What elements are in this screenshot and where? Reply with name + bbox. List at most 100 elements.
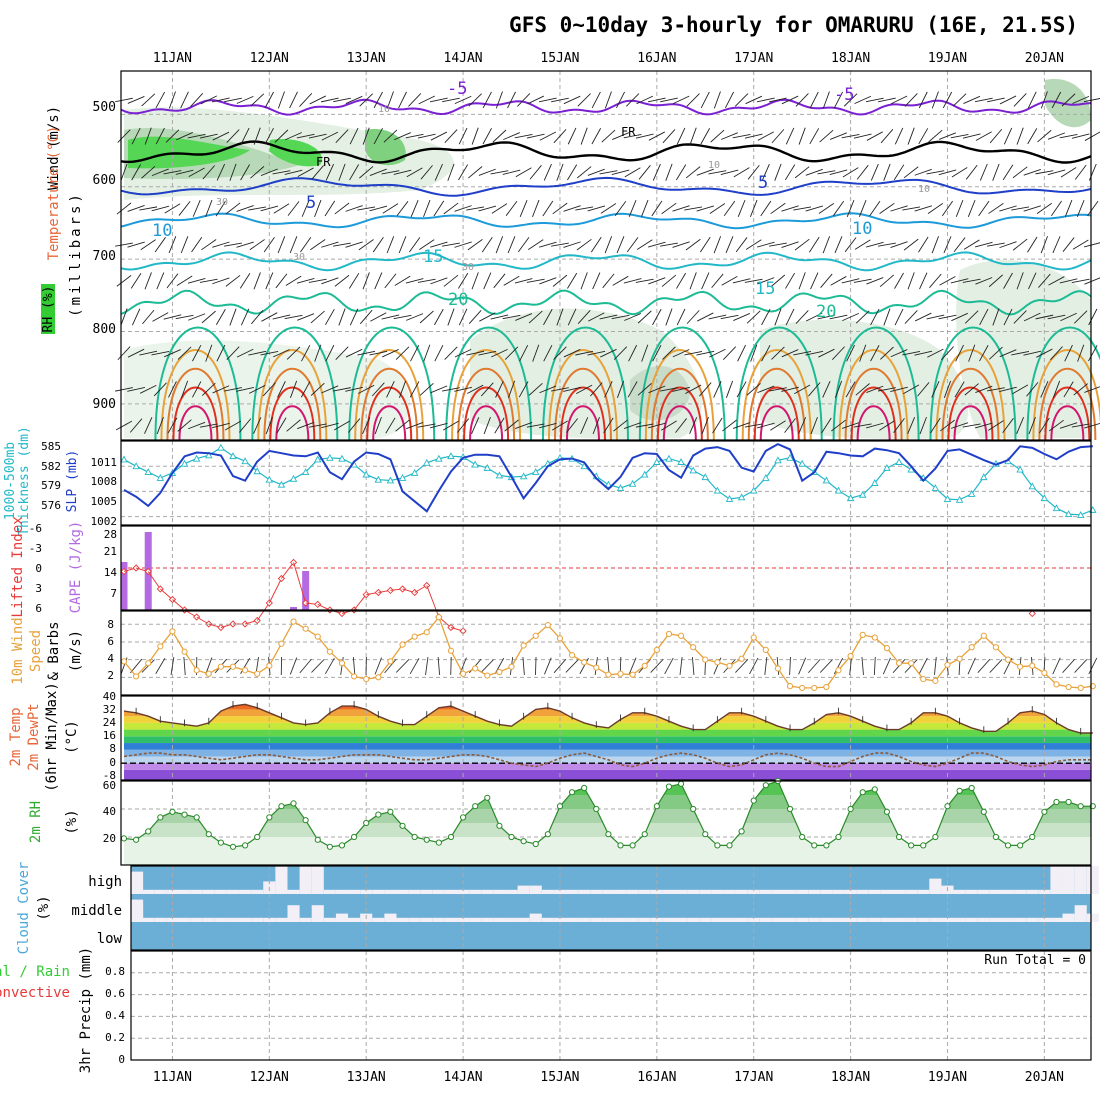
upper-wind-barb [468, 166, 483, 179]
upper-wind-barb [374, 272, 383, 290]
cloud-cover-gap [989, 917, 1002, 922]
rh2m-point [326, 843, 333, 850]
temp2m-line [123, 703, 1093, 734]
upper-wind-barb [273, 203, 290, 214]
rh2m-point [968, 784, 975, 792]
upper-wind-barb [914, 168, 932, 176]
upper-wind-barb [333, 420, 351, 431]
stability-axis: -6 -3 0 3 6 28 21 14 7 [29, 522, 118, 615]
wind10m-tick: 2 [107, 669, 114, 682]
upper-wind-barb [205, 344, 213, 362]
upper-wind-barb [713, 236, 722, 254]
upper-wind-barb [1052, 236, 1061, 254]
upper-wind-barb [858, 199, 867, 217]
upper-wind-barb [942, 91, 953, 109]
upper-wind-barb [798, 272, 806, 290]
surface-isotherm [662, 405, 697, 441]
thickness-frame [120, 440, 1092, 526]
upper-wind-barb [710, 129, 725, 143]
upper-wind-barb [297, 421, 315, 430]
upper-wind-barb [965, 164, 978, 180]
surface-isotherm [844, 367, 903, 441]
upper-wind-barb [701, 272, 710, 290]
upper-wind-barb [272, 314, 291, 320]
upper-wind-barb [1071, 133, 1090, 139]
upper-wind-barb [386, 91, 394, 109]
surface-isotherm [856, 405, 891, 441]
upper-wind-barb [590, 236, 602, 253]
upper-wind-barb [761, 308, 771, 326]
upper-wind-barb [904, 93, 918, 107]
cloud-cover-gap [783, 917, 797, 922]
wind10m-speed-point [205, 670, 212, 677]
upper-wind-barb [611, 314, 630, 320]
upper-wind-barb [187, 278, 206, 284]
date-tick-top: 16JAN [637, 51, 676, 66]
thickness-point [253, 467, 261, 475]
upper-wind-barb [502, 314, 521, 320]
upper-wind-barb [296, 133, 315, 139]
upper-wind-barb [503, 275, 520, 286]
upper-wind-barb [417, 423, 436, 428]
cloud-cover-gap [372, 917, 385, 922]
cloud-cover-gap [675, 889, 688, 894]
upper-wind-barb [943, 380, 952, 398]
wind10m-speed-point [242, 667, 249, 674]
cloud-grid [171, 866, 1045, 950]
upper-wind-barb [784, 164, 796, 181]
upper-wind-barb [575, 350, 594, 356]
wind10m-speed-point [532, 632, 539, 639]
upper-wind-barb [829, 169, 848, 176]
upper-wind-barb [301, 200, 310, 217]
upper-wind-barb [636, 239, 653, 250]
upper-wind-barb [176, 132, 193, 141]
wind10m-speed-point [254, 670, 261, 677]
cloud-cover-gap [1001, 917, 1015, 922]
surface-isotherm [1050, 405, 1085, 441]
upper-wind-barb [518, 381, 529, 398]
upper-wind-barb [661, 420, 677, 431]
thickness-point [229, 452, 237, 460]
thickness-point [326, 453, 334, 461]
cloud-cover-gap [1062, 866, 1075, 894]
upper-wind-barb [903, 238, 919, 251]
upper-wind-barb [785, 308, 795, 326]
upper-wind-barb [457, 418, 470, 433]
upper-wind-barb [616, 236, 625, 254]
upper-wind-barb [539, 422, 557, 429]
upper-wind-barb [517, 93, 531, 107]
cloud-cover-bars [131, 866, 1099, 922]
cloud-cover-gap [590, 917, 603, 922]
slp-tick: 1002 [91, 515, 118, 528]
precip-tick: 0.2 [105, 1031, 125, 1044]
upper-wind-barb [865, 97, 884, 103]
upper-wind-barb [468, 93, 482, 107]
upper-wind-barb [769, 97, 787, 103]
upper-wind-barb [975, 131, 992, 141]
cloud-cover-gap [844, 917, 857, 922]
upper-wind-barb [517, 237, 530, 253]
upper-wind-barb [359, 309, 373, 325]
upper-wind-barb [164, 203, 181, 214]
upper-wind-barb [955, 344, 964, 362]
cloud-cover-gap [614, 917, 627, 922]
upper-wind-barb [1039, 417, 1050, 434]
upper-wind-barb [423, 199, 431, 218]
wind10m-barb [374, 657, 382, 675]
upper-wind-barb [672, 349, 690, 358]
surface-isotherm [650, 367, 709, 441]
upper-wind-barb [853, 278, 872, 283]
rh2m-point [229, 843, 237, 850]
upper-wind-barb [408, 93, 422, 107]
upper-wind-barb [1073, 383, 1088, 396]
upper-wind-barb [409, 237, 421, 253]
upper-wind-barb [785, 272, 795, 289]
cloud-cover-gap [239, 889, 252, 894]
upper-wind-barb [577, 93, 591, 107]
upper-wind-barb [253, 127, 261, 145]
wind10m-barb [691, 656, 695, 676]
wind10m-barb [967, 657, 976, 675]
upper-wind-barb [277, 236, 286, 254]
wind10m-grid [121, 611, 1091, 695]
upper-wind-barb [192, 200, 201, 217]
